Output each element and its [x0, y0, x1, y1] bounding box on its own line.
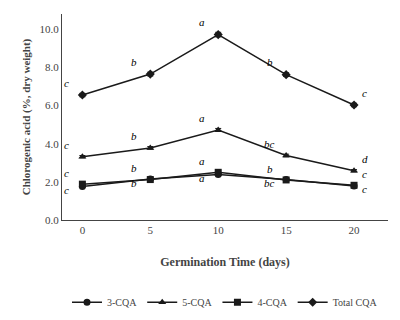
svg-text:Total CQA: Total CQA	[333, 297, 378, 308]
svg-text:15: 15	[281, 224, 293, 236]
svg-text:0: 0	[80, 224, 86, 236]
svg-text:c: c	[64, 184, 69, 196]
svg-text:10.0: 10.0	[40, 23, 60, 35]
svg-text:20: 20	[349, 224, 361, 236]
svg-text:Chlorogenic acid (%, dry weigh: Chlorogenic acid (%, dry weight)	[20, 38, 33, 195]
svg-text:b: b	[131, 56, 137, 68]
svg-text:a: a	[199, 112, 205, 124]
svg-text:10: 10	[213, 224, 225, 236]
svg-text:4-CQA: 4-CQA	[257, 297, 287, 308]
svg-text:3-CQA: 3-CQA	[107, 297, 137, 308]
svg-text:8.0: 8.0	[45, 61, 59, 73]
svg-text:a: a	[199, 172, 205, 184]
svg-text:0.0: 0.0	[45, 214, 59, 226]
svg-text:bc: bc	[264, 177, 275, 189]
svg-text:b: b	[131, 177, 137, 189]
svg-text:a: a	[199, 16, 205, 28]
svg-text:6.0: 6.0	[45, 99, 59, 111]
svg-text:b: b	[267, 56, 273, 68]
svg-text:5-CQA: 5-CQA	[182, 297, 212, 308]
svg-text:5: 5	[148, 224, 154, 236]
svg-text:c: c	[64, 77, 69, 89]
svg-text:a: a	[199, 155, 205, 167]
svg-text:2.0: 2.0	[45, 176, 59, 188]
svg-text:bc: bc	[264, 138, 275, 150]
svg-text:c: c	[64, 139, 69, 151]
svg-text:b: b	[131, 162, 137, 174]
svg-text:b: b	[131, 130, 137, 142]
svg-text:4.0: 4.0	[45, 138, 59, 150]
svg-text:b: b	[267, 163, 273, 175]
svg-text:c: c	[362, 183, 367, 195]
svg-text:c: c	[64, 167, 69, 179]
svg-text:d: d	[362, 153, 368, 165]
svg-text:Germination Time (days): Germination Time (days)	[160, 255, 290, 269]
svg-text:c: c	[362, 168, 367, 180]
svg-text:c: c	[362, 87, 367, 99]
